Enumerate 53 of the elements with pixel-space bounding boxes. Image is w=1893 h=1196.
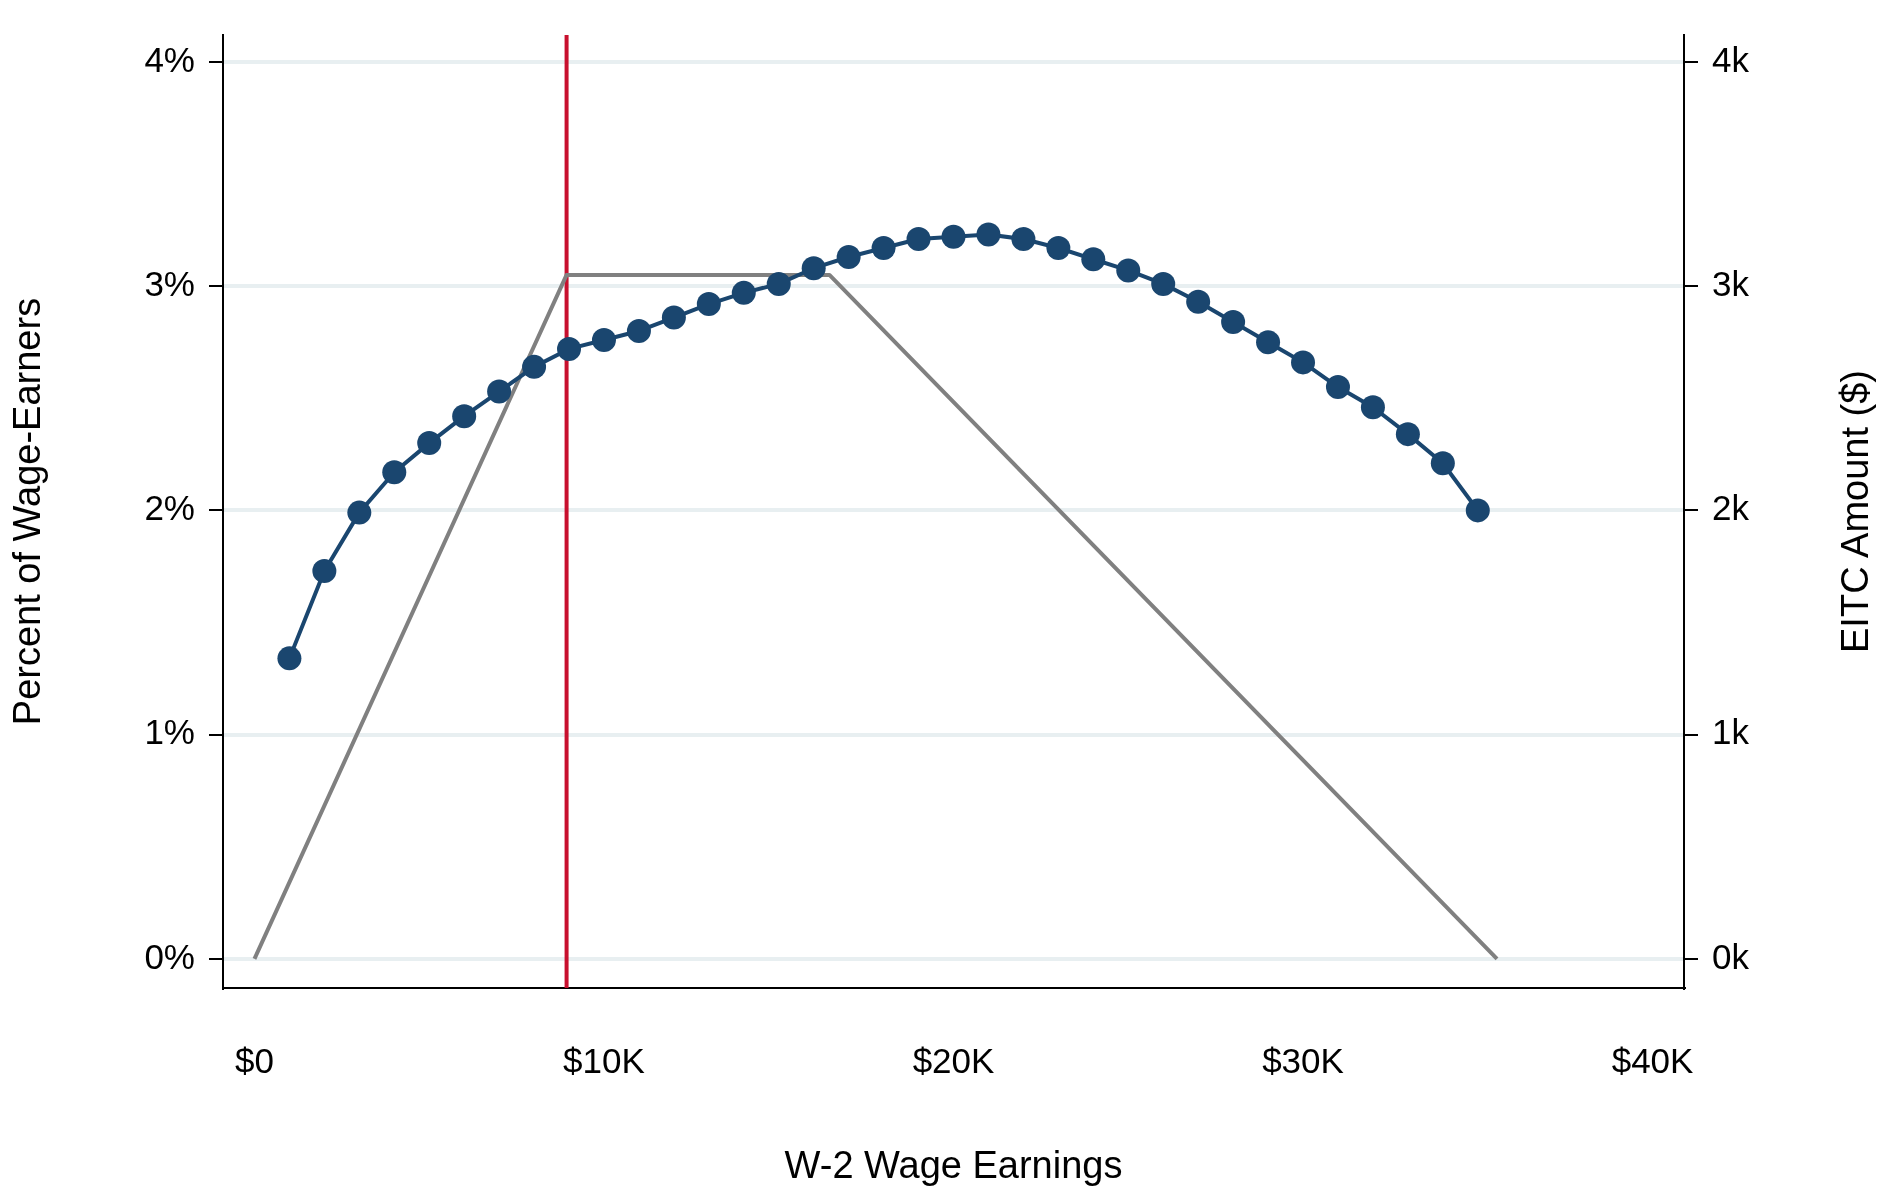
point [871, 236, 896, 261]
point [1465, 498, 1490, 523]
y2-tick-label: 0k [1712, 936, 1750, 976]
x-tick-label: $30K [1262, 1040, 1344, 1080]
point [452, 404, 477, 429]
point [1116, 258, 1141, 283]
point [1291, 350, 1316, 375]
point [522, 354, 547, 379]
y2-tick-label: 4k [1712, 39, 1750, 79]
y-axis-title: Percent of Wage-Earners [6, 297, 49, 726]
point [487, 379, 512, 404]
y-tick-label: 0% [144, 936, 195, 976]
y-tick-label: 3% [144, 263, 195, 303]
y2-tick-label: 1k [1712, 712, 1750, 752]
y2-axis-title: EITC Amount ($) [1834, 370, 1877, 653]
point [801, 256, 826, 281]
y2-tick-label: 2k [1712, 488, 1750, 528]
point [1360, 395, 1385, 420]
y-tick-label: 4% [144, 39, 195, 79]
point [906, 227, 931, 252]
x-tick-label: $10K [563, 1040, 645, 1080]
point [312, 558, 337, 583]
point [1186, 289, 1211, 314]
point [1011, 227, 1036, 252]
point [1081, 247, 1106, 272]
point [417, 431, 442, 456]
point [766, 271, 791, 296]
point [277, 646, 302, 671]
point [1221, 310, 1246, 335]
point [696, 292, 721, 317]
y2-tick-label: 3k [1712, 263, 1750, 303]
point [1395, 422, 1420, 447]
point [731, 280, 756, 305]
x-tick-label: $20K [912, 1040, 995, 1080]
point [591, 327, 616, 352]
point [382, 460, 407, 485]
x-tick-label: $40K [1611, 1040, 1694, 1080]
point [557, 336, 582, 361]
point [347, 500, 372, 525]
point [836, 244, 861, 269]
point [1256, 330, 1281, 355]
point [1151, 271, 1176, 296]
point [1325, 375, 1350, 400]
point [661, 305, 686, 330]
point [626, 318, 651, 343]
y-tick-label: 2% [144, 488, 195, 528]
point [976, 222, 1001, 247]
point [1046, 236, 1071, 261]
point [941, 224, 966, 249]
x-axis-title: W-2 Wage Earnings [784, 1144, 1123, 1187]
y-tick-label: 1% [144, 712, 195, 752]
x-tick-label: $0 [234, 1040, 274, 1080]
point [1430, 451, 1455, 476]
